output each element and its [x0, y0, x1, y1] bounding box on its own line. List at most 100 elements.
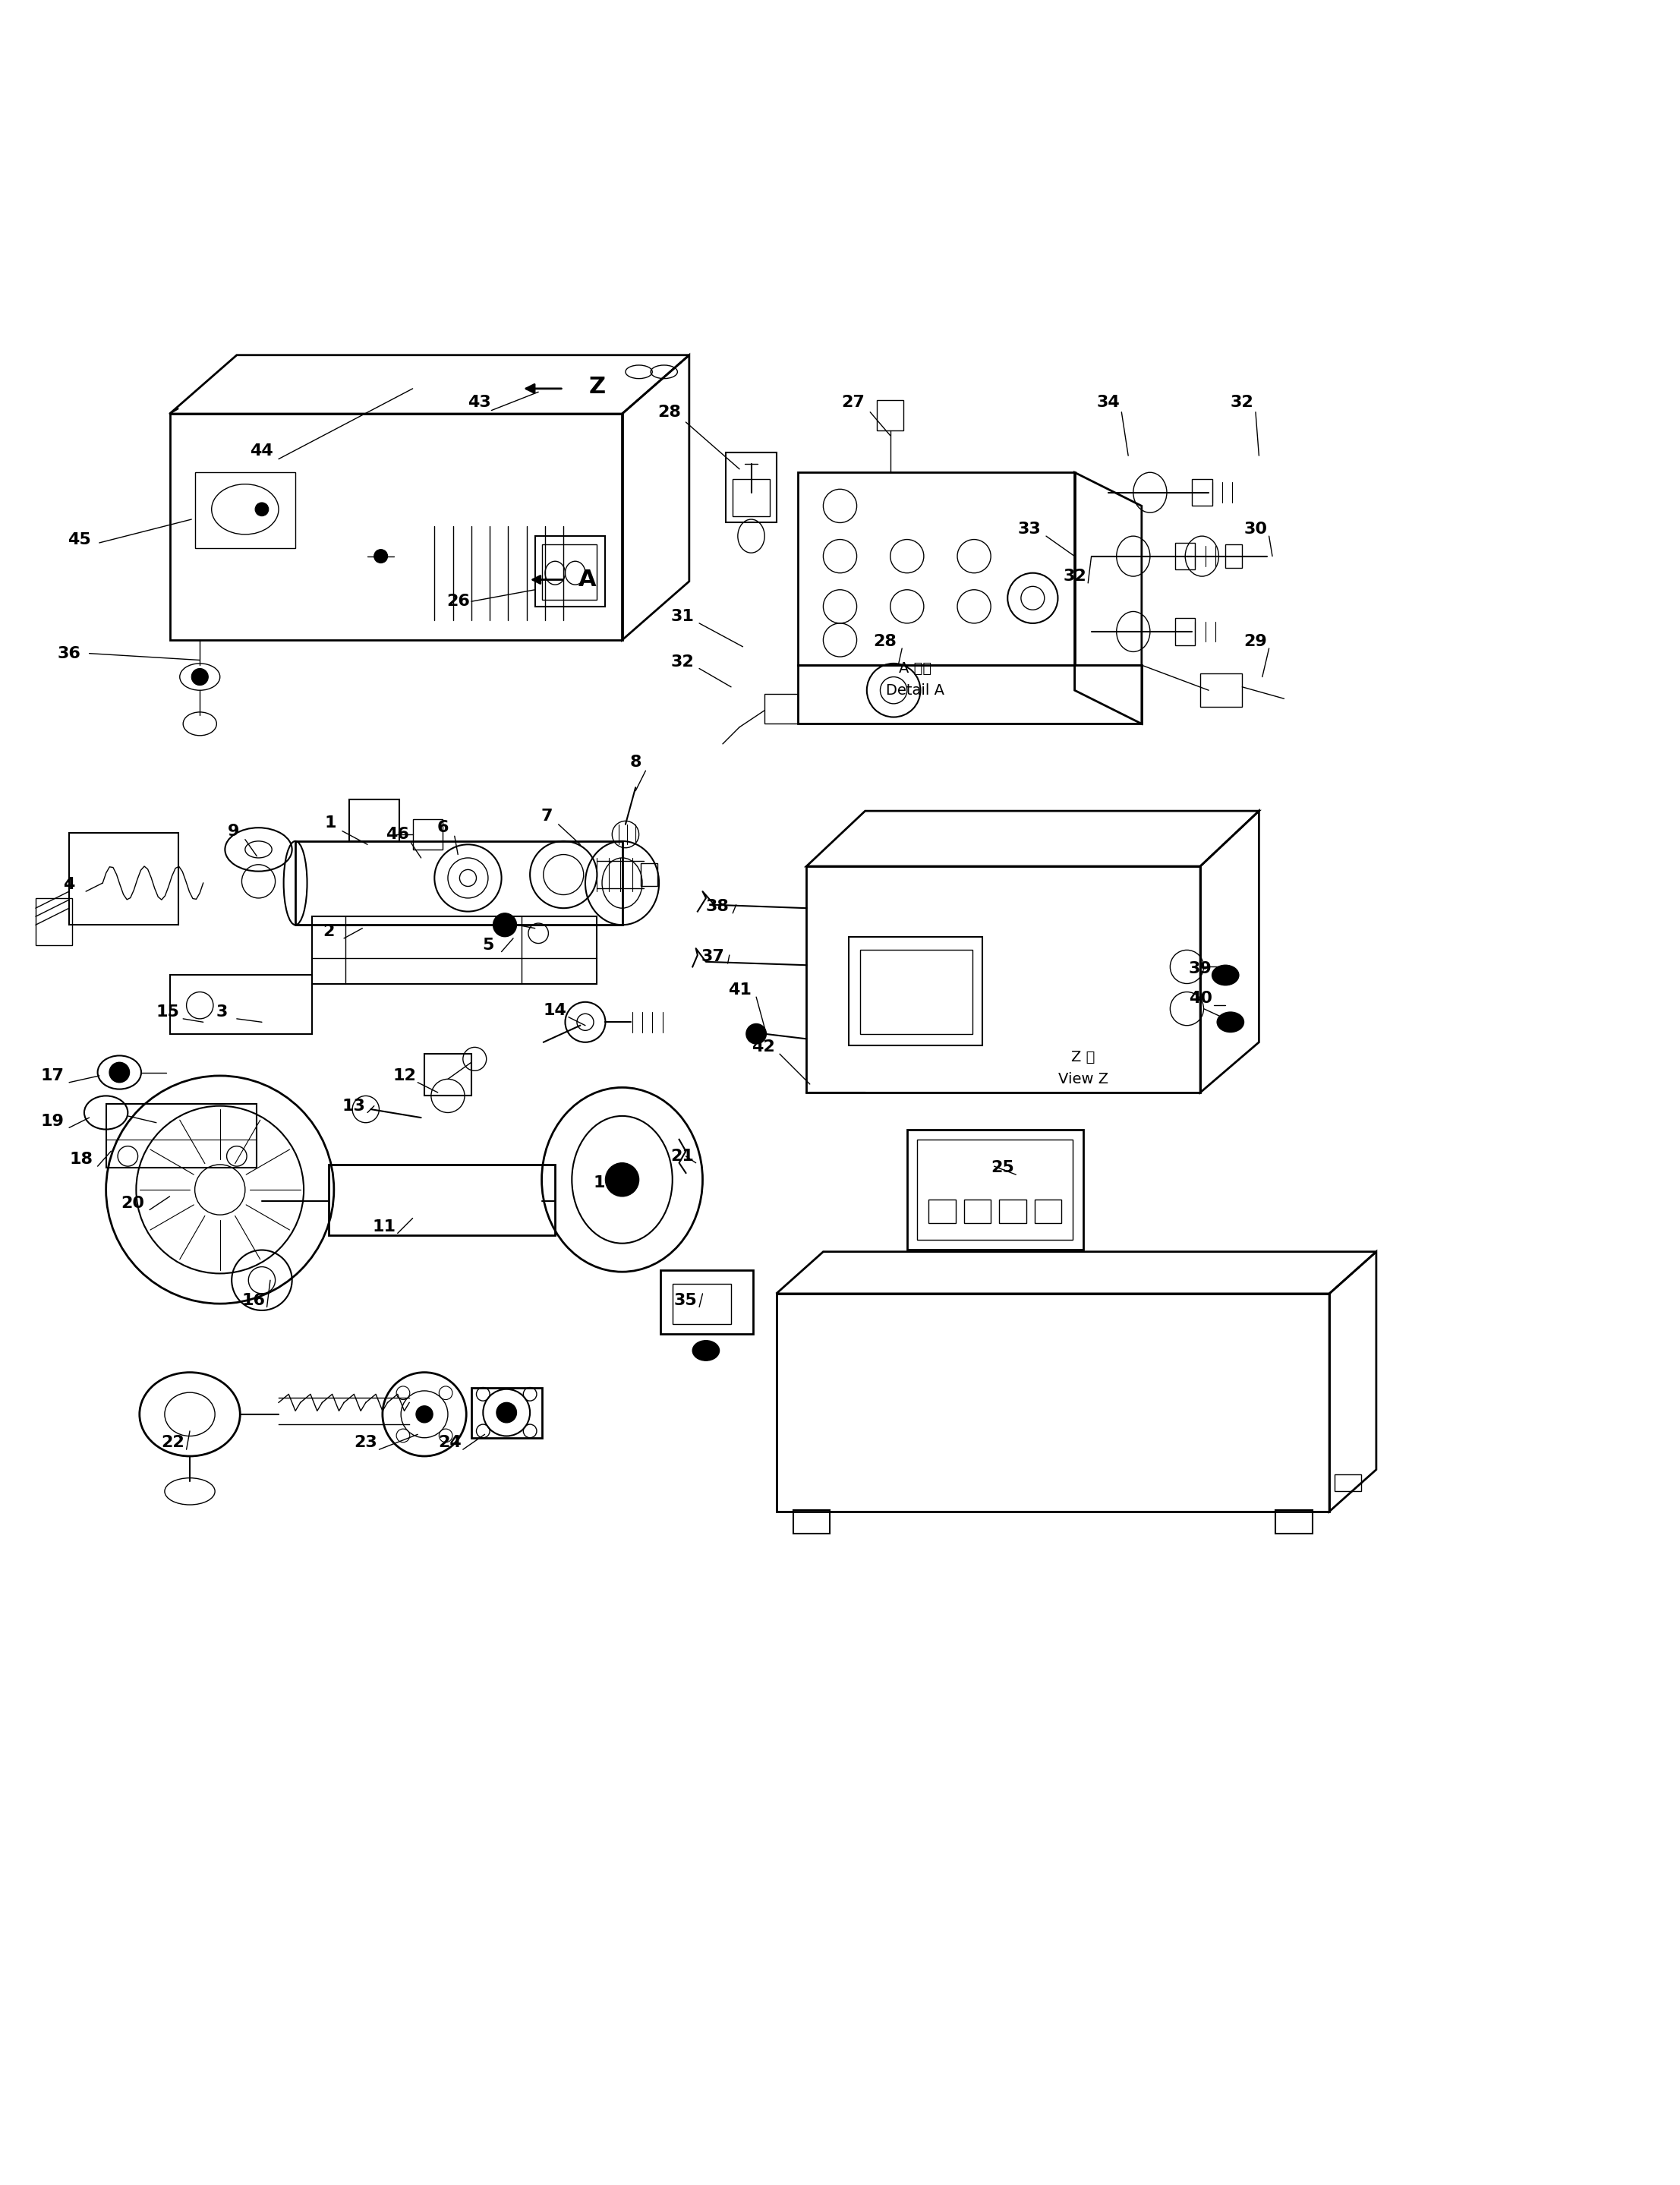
- Bar: [964, 1200, 991, 1224]
- Text: 27: 27: [842, 395, 865, 409]
- Text: 2: 2: [323, 924, 334, 940]
- Bar: [793, 1510, 830, 1534]
- Bar: [195, 472, 296, 548]
- Bar: [1191, 479, 1211, 507]
- Ellipse shape: [746, 1025, 766, 1044]
- Text: 29: 29: [1243, 634, 1267, 649]
- Ellipse shape: [692, 1342, 719, 1361]
- Text: Z: Z: [588, 376, 605, 398]
- Bar: [329, 1165, 554, 1235]
- Text: 28: 28: [874, 634, 897, 649]
- Text: 37: 37: [701, 948, 724, 964]
- Bar: [907, 1130, 1084, 1250]
- Bar: [672, 1283, 731, 1324]
- Bar: [848, 937, 983, 1047]
- Text: 21: 21: [670, 1149, 694, 1165]
- Bar: [170, 975, 312, 1034]
- Text: 11: 11: [373, 1219, 396, 1235]
- Text: 5: 5: [482, 937, 494, 953]
- Ellipse shape: [375, 548, 388, 564]
- Text: 17: 17: [40, 1068, 64, 1084]
- Text: 18: 18: [69, 1151, 92, 1167]
- Text: 22: 22: [161, 1436, 185, 1451]
- Text: View Z: View Z: [1058, 1073, 1109, 1086]
- Text: 16: 16: [242, 1294, 265, 1309]
- Text: 42: 42: [751, 1040, 774, 1055]
- Bar: [764, 693, 798, 723]
- Ellipse shape: [255, 503, 269, 516]
- Text: Z 視: Z 視: [1072, 1051, 1095, 1064]
- Bar: [69, 832, 178, 924]
- Bar: [1225, 544, 1242, 568]
- Ellipse shape: [109, 1062, 129, 1082]
- Text: 24: 24: [438, 1436, 462, 1451]
- Text: 35: 35: [674, 1294, 697, 1309]
- Bar: [35, 898, 72, 946]
- Text: 45: 45: [67, 531, 91, 546]
- Bar: [425, 1053, 472, 1097]
- Bar: [312, 916, 596, 983]
- Bar: [660, 1269, 753, 1333]
- Text: A 詳細: A 詳細: [899, 662, 932, 675]
- Ellipse shape: [494, 913, 516, 937]
- Text: 20: 20: [121, 1195, 144, 1210]
- Bar: [860, 950, 973, 1034]
- Bar: [1174, 618, 1194, 645]
- Text: 8: 8: [630, 754, 642, 769]
- Text: 25: 25: [991, 1160, 1015, 1176]
- Text: 33: 33: [1018, 522, 1042, 538]
- Bar: [1174, 542, 1194, 570]
- Bar: [413, 819, 444, 850]
- Text: 1: 1: [324, 815, 336, 830]
- Text: A: A: [578, 568, 596, 590]
- Text: 38: 38: [706, 898, 729, 913]
- Text: 40: 40: [1188, 992, 1211, 1007]
- Text: 12: 12: [393, 1068, 417, 1084]
- Ellipse shape: [605, 1162, 638, 1197]
- Text: 44: 44: [250, 444, 274, 459]
- Text: 34: 34: [1097, 395, 1121, 409]
- Bar: [726, 452, 776, 522]
- Text: 32: 32: [670, 653, 694, 669]
- Bar: [1000, 1200, 1026, 1224]
- Bar: [1334, 1475, 1361, 1492]
- Text: 39: 39: [1189, 961, 1211, 977]
- Bar: [732, 479, 769, 516]
- Bar: [296, 841, 622, 924]
- Text: 14: 14: [543, 1003, 566, 1018]
- Text: 10: 10: [593, 1176, 617, 1191]
- Bar: [349, 800, 400, 841]
- Text: 13: 13: [343, 1099, 366, 1114]
- Text: 7: 7: [541, 808, 553, 824]
- Text: 15: 15: [156, 1005, 180, 1020]
- Bar: [917, 1138, 1074, 1239]
- Bar: [929, 1200, 956, 1224]
- Text: 3: 3: [215, 1005, 227, 1020]
- Text: 41: 41: [727, 983, 751, 999]
- Text: 23: 23: [354, 1436, 378, 1451]
- Text: 43: 43: [469, 395, 491, 409]
- Bar: [472, 1387, 541, 1438]
- Ellipse shape: [497, 1403, 516, 1422]
- Bar: [1035, 1200, 1062, 1224]
- Bar: [877, 400, 904, 430]
- Text: 9: 9: [227, 824, 239, 839]
- Text: 19: 19: [40, 1114, 64, 1130]
- Text: 32: 32: [1063, 568, 1087, 583]
- Text: 26: 26: [447, 594, 470, 610]
- Bar: [1275, 1510, 1312, 1534]
- Text: 28: 28: [657, 404, 680, 420]
- Bar: [170, 413, 622, 640]
- Bar: [640, 863, 657, 887]
- Ellipse shape: [1211, 966, 1238, 985]
- Text: 32: 32: [1230, 395, 1253, 409]
- Bar: [106, 1103, 257, 1169]
- Text: 31: 31: [670, 610, 694, 625]
- Bar: [541, 544, 596, 601]
- Bar: [776, 1294, 1329, 1512]
- Text: 4: 4: [64, 876, 76, 891]
- Text: Detail A: Detail A: [885, 684, 944, 697]
- Ellipse shape: [417, 1405, 433, 1422]
- Text: 30: 30: [1243, 522, 1267, 538]
- Ellipse shape: [1216, 1012, 1243, 1031]
